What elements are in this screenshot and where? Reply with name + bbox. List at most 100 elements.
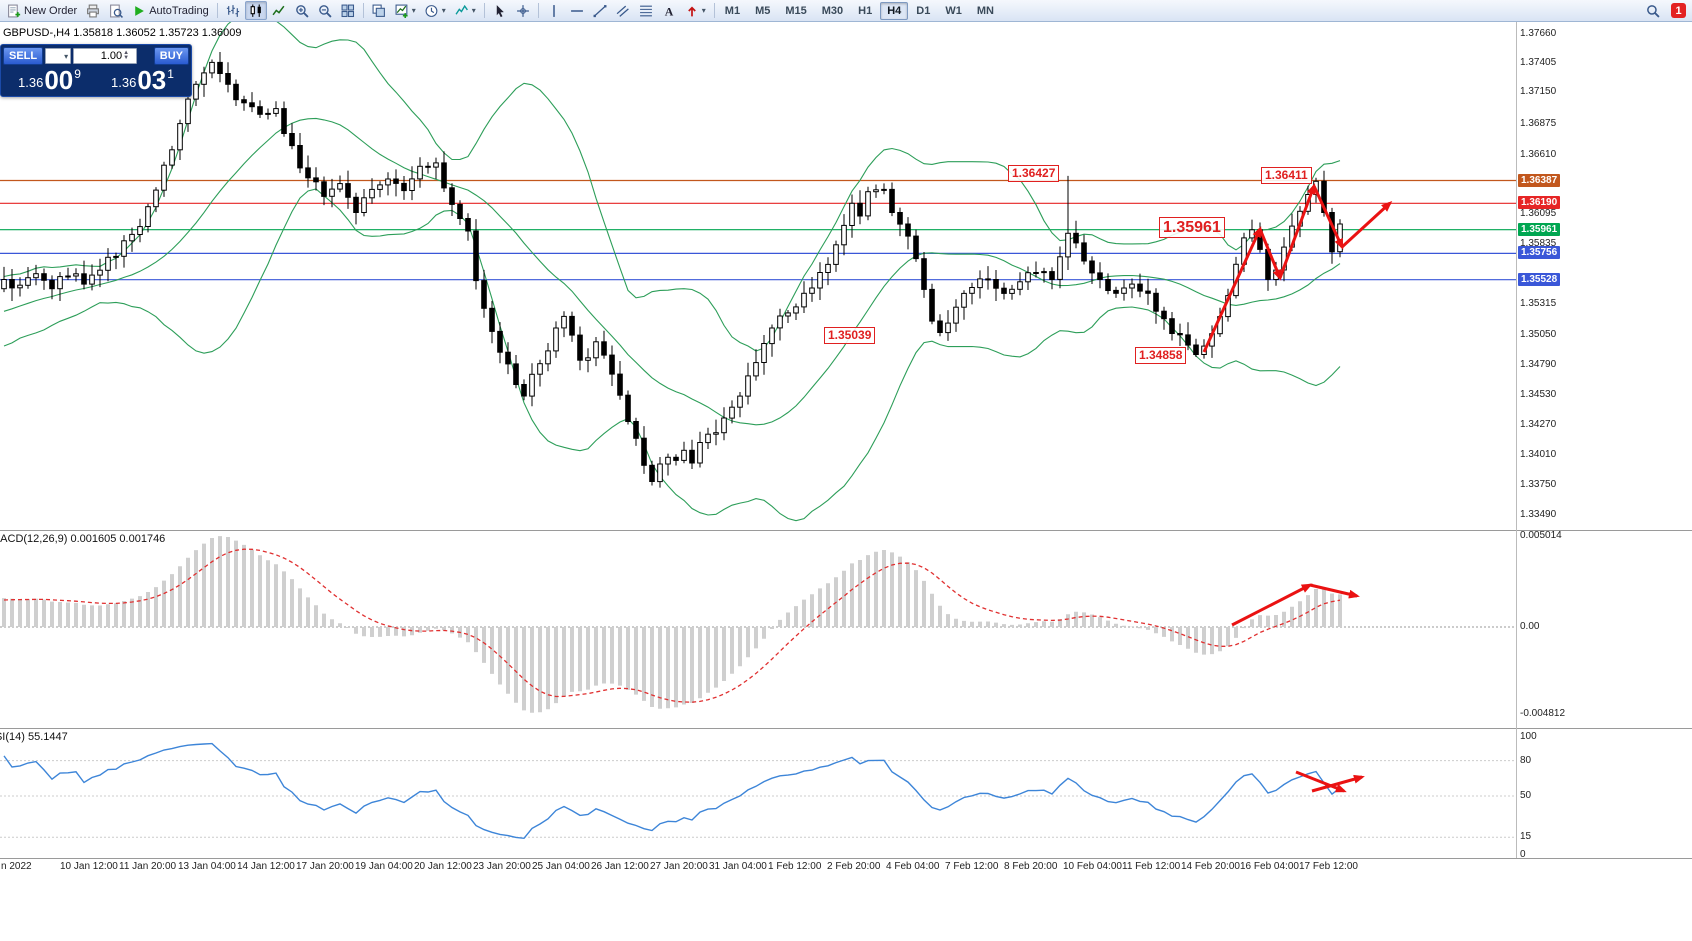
trade-panel-prices: 1.36 00 9 1.36 03 1 — [1, 67, 191, 96]
zoom-out-button[interactable] — [314, 1, 336, 20]
rsi-value: 55.1447 — [27, 731, 68, 743]
timeframe-H1[interactable]: H1 — [858, 4, 873, 17]
zoom-out-icon — [318, 4, 332, 18]
crosshair-icon — [516, 4, 530, 18]
text-label-button[interactable]: A — [658, 1, 680, 20]
autotrading-label: AutoTrading — [149, 4, 209, 17]
toolbar-separator — [713, 3, 715, 18]
chevron-down-icon: ▾ — [471, 6, 476, 15]
price-annotation[interactable]: 1.36411 — [1261, 167, 1312, 184]
printer-icon — [86, 4, 100, 18]
chart-ohlc-header: GBPUSD-,H4 1.35818 1.36052 1.35723 1.360… — [3, 27, 242, 39]
auto-arrange-button[interactable] — [368, 1, 390, 20]
new-order-button[interactable]: New Order — [3, 1, 81, 20]
search-icon — [1646, 4, 1660, 18]
play-icon — [132, 4, 146, 18]
trade-panel-controls: SELL ▾ ▲▼ BUY — [1, 45, 191, 67]
volume-input[interactable] — [74, 50, 123, 62]
doc-search-icon — [109, 4, 124, 18]
timeframe-M1[interactable]: M1 — [724, 4, 741, 17]
time-axis-label: 2 Feb 20:00 — [827, 861, 881, 872]
profiles-button[interactable]: ▾ — [421, 1, 450, 20]
price-annotation[interactable]: 1.34858 — [1135, 347, 1187, 364]
price-axis-label: 1.36095 — [1520, 208, 1557, 219]
rsi-axis-label: 80 — [1520, 755, 1532, 766]
time-axis-label: 26 Jan 12:00 — [591, 861, 649, 872]
tile-windows-button[interactable] — [337, 1, 359, 20]
toolbar: New Order AutoTrading ▾ ▾ ▾ A ▾ M1 M5 M15 M30 H1 H4… — [0, 0, 1692, 22]
rsi-axis-label: 100 — [1520, 731, 1537, 742]
macd-axis-label: 0.005014 — [1520, 530, 1562, 541]
price-axis-label: 1.35050 — [1520, 329, 1557, 340]
timeframe-H4[interactable]: H4 — [880, 1, 909, 20]
time-axis-label: 10 Jan 12:00 — [60, 861, 118, 872]
new-order-label: New Order — [24, 4, 78, 17]
bid-big-digits: 00 — [44, 65, 74, 95]
volume-spinner[interactable]: ▲ ▼ — [123, 50, 130, 61]
price-annotation[interactable]: 1.35961 — [1159, 217, 1225, 238]
search-button[interactable] — [1642, 1, 1664, 20]
macd-axis-label: -0.004812 — [1520, 708, 1566, 719]
time-axis-label: 11 Jan 20:00 — [119, 861, 177, 872]
hline-icon — [570, 4, 584, 18]
chevron-down-icon: ▾ — [64, 51, 69, 61]
trendline-button[interactable] — [589, 1, 611, 20]
chart-plus-icon — [395, 4, 409, 18]
time-axis-label: 31 Jan 04:00 — [709, 861, 767, 872]
zoom-in-button[interactable] — [291, 1, 313, 20]
toolbar-separator — [483, 3, 485, 18]
toolbar-separator — [537, 3, 539, 18]
arrows-tool-button[interactable]: ▾ — [681, 1, 710, 20]
time-axis-label: 20 Jan 12:00 — [414, 861, 472, 872]
new-chart-button[interactable]: ▾ — [391, 1, 420, 20]
timeframe-D1[interactable]: D1 — [916, 4, 931, 17]
print-preview-button[interactable] — [105, 1, 127, 20]
sell-button[interactable]: SELL — [3, 47, 44, 65]
price-annotation[interactable]: 1.36427 — [1008, 165, 1060, 182]
line-chart-button[interactable] — [268, 1, 290, 20]
time-axis-label: 23 Jan 20:00 — [473, 861, 531, 872]
price-axis-label: 1.33490 — [1520, 509, 1557, 520]
timeframe-W1[interactable]: W1 — [945, 4, 962, 17]
notification-badge[interactable]: 1 — [1671, 3, 1686, 18]
time-axis-label: 17 Jan 20:00 — [296, 861, 354, 872]
indicators-list-button[interactable]: ▾ — [451, 1, 480, 20]
price-annotation[interactable]: 1.35039 — [824, 327, 876, 344]
cursor-button[interactable] — [489, 1, 511, 20]
rsi-name: RSI(14) — [0, 731, 25, 743]
price-axis-label: 1.36610 — [1520, 149, 1557, 160]
timeframe-M30[interactable]: M30 — [821, 4, 844, 17]
toolbar-separator — [362, 3, 364, 18]
bars-icon — [226, 4, 240, 18]
volume-box: ▲▼ — [73, 48, 138, 64]
macd-name: MACD(12,26,9) — [0, 533, 68, 545]
channel-icon — [616, 4, 630, 18]
arrow-obj-icon — [685, 4, 699, 18]
text-icon: A — [662, 4, 676, 18]
chevron-down-icon: ▾ — [701, 6, 706, 15]
ask-prefix: 1.36 — [111, 75, 137, 90]
price-axis-label: 1.34790 — [1520, 359, 1557, 370]
vertical-line-button[interactable] — [543, 1, 565, 20]
time-axis-label: 25 Jan 04:00 — [532, 861, 590, 872]
bar-chart-button[interactable] — [222, 1, 244, 20]
order-type-dropdown[interactable]: ▾ — [45, 48, 72, 64]
cascade-icon — [372, 4, 386, 18]
fibonacci-retracement-button[interactable] — [635, 1, 657, 20]
print-button[interactable] — [82, 1, 104, 20]
candlestick-chart-button[interactable] — [244, 1, 267, 20]
horizontal-line-button[interactable] — [566, 1, 588, 20]
vline-icon — [547, 4, 561, 18]
bid-price: 1.36 00 9 — [3, 67, 96, 93]
timeframe-M15[interactable]: M15 — [785, 4, 807, 17]
crosshair-button[interactable] — [512, 1, 534, 20]
autotrading-button[interactable]: AutoTrading — [128, 1, 213, 20]
buy-button[interactable]: BUY — [153, 47, 189, 65]
timeframe-M5[interactable]: M5 — [755, 4, 771, 17]
bid-pipette: 9 — [74, 67, 81, 81]
time-axis-label: 4 Feb 04:00 — [886, 861, 940, 872]
tile-icon — [341, 4, 355, 18]
timeframe-MN[interactable]: MN — [976, 4, 994, 17]
equidistant-channel-button[interactable] — [612, 1, 634, 20]
